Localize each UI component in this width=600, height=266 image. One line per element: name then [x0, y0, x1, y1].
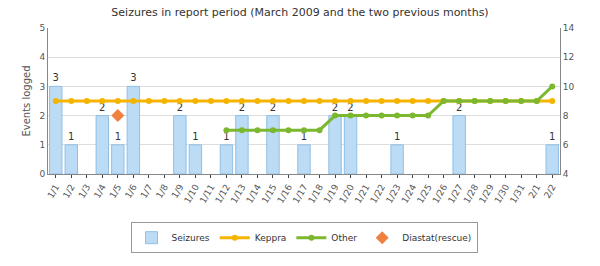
- svg-text:1: 1: [115, 131, 121, 142]
- svg-text:1/26: 1/26: [430, 182, 449, 205]
- svg-text:1/8: 1/8: [154, 182, 170, 200]
- svg-text:14: 14: [563, 23, 575, 33]
- svg-text:1/3: 1/3: [77, 183, 93, 201]
- svg-text:Seizures in report period (Mar: Seizures in report period (March 2009 an…: [111, 6, 488, 19]
- svg-text:1/13: 1/13: [229, 183, 248, 206]
- svg-text:12: 12: [563, 52, 574, 62]
- svg-text:Seizures: Seizures: [172, 233, 210, 243]
- svg-text:1/21: 1/21: [353, 183, 372, 206]
- svg-text:2: 2: [456, 102, 462, 113]
- svg-text:1/1: 1/1: [45, 183, 61, 201]
- svg-text:1: 1: [549, 131, 555, 142]
- svg-text:4: 4: [39, 52, 45, 62]
- svg-text:8: 8: [563, 111, 569, 121]
- svg-text:Events logged: Events logged: [21, 65, 32, 136]
- svg-text:1/20: 1/20: [337, 182, 356, 205]
- svg-text:4: 4: [563, 169, 569, 179]
- svg-text:0: 0: [39, 169, 45, 179]
- svg-text:3: 3: [39, 82, 45, 92]
- svg-text:1/2: 1/2: [61, 183, 77, 201]
- svg-text:1/14: 1/14: [244, 182, 263, 205]
- svg-text:1/5: 1/5: [108, 183, 124, 201]
- svg-text:1: 1: [301, 131, 307, 142]
- svg-text:1: 1: [394, 131, 400, 142]
- svg-text:1/24: 1/24: [399, 182, 418, 205]
- svg-text:2/2: 2/2: [542, 183, 558, 201]
- svg-text:6: 6: [563, 140, 569, 150]
- svg-text:3: 3: [53, 72, 59, 83]
- svg-text:1/27: 1/27: [446, 183, 465, 206]
- svg-text:1: 1: [39, 140, 45, 150]
- svg-text:1/31: 1/31: [508, 183, 527, 206]
- svg-text:1: 1: [223, 131, 229, 142]
- svg-text:1: 1: [192, 131, 198, 142]
- svg-text:1/15: 1/15: [260, 183, 279, 206]
- svg-text:1/9: 1/9: [170, 182, 186, 200]
- svg-text:1: 1: [68, 131, 74, 142]
- svg-text:2: 2: [347, 102, 353, 113]
- svg-text:1/4: 1/4: [92, 182, 108, 200]
- svg-text:1/28: 1/28: [462, 182, 481, 205]
- svg-text:1/29: 1/29: [477, 182, 496, 205]
- svg-text:10: 10: [563, 82, 575, 92]
- svg-text:1/18: 1/18: [306, 182, 325, 205]
- svg-text:Keppra: Keppra: [255, 233, 287, 243]
- svg-text:3: 3: [130, 72, 136, 83]
- svg-text:1/19: 1/19: [322, 182, 341, 205]
- svg-text:2: 2: [270, 102, 276, 113]
- svg-text:1/6: 1/6: [123, 182, 139, 200]
- svg-text:1/25: 1/25: [415, 183, 434, 206]
- svg-text:Diastat(rescue): Diastat(rescue): [402, 233, 471, 243]
- svg-text:Other: Other: [331, 233, 357, 243]
- svg-text:5: 5: [39, 23, 45, 33]
- svg-text:1/22: 1/22: [368, 183, 387, 206]
- svg-text:2: 2: [239, 102, 245, 113]
- svg-text:2/1: 2/1: [526, 183, 542, 201]
- svg-text:1/11: 1/11: [198, 183, 217, 206]
- svg-text:2: 2: [99, 102, 105, 113]
- svg-text:1/23: 1/23: [384, 183, 403, 206]
- svg-text:1/17: 1/17: [291, 183, 310, 206]
- svg-text:1/7: 1/7: [139, 183, 155, 201]
- svg-text:1/12: 1/12: [213, 183, 232, 206]
- svg-text:1/10: 1/10: [182, 182, 201, 205]
- svg-text:1/16: 1/16: [275, 182, 294, 205]
- svg-text:2: 2: [39, 111, 45, 121]
- svg-text:2: 2: [177, 102, 183, 113]
- svg-text:1/30: 1/30: [493, 182, 512, 205]
- svg-text:2: 2: [332, 102, 338, 113]
